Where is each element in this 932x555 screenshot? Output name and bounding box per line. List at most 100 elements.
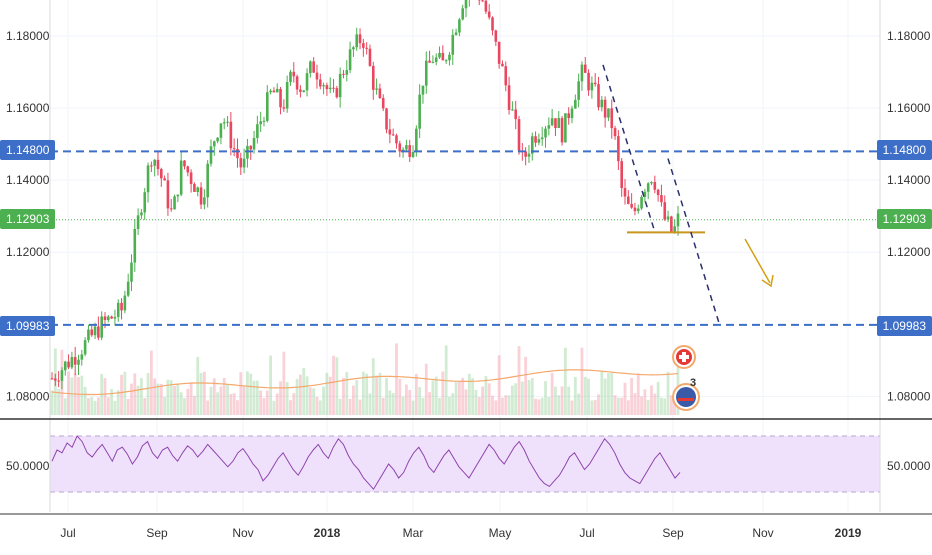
volume-bar — [528, 380, 531, 415]
volume-bar — [630, 378, 633, 415]
candle-body — [528, 154, 531, 157]
candle-body — [412, 152, 415, 157]
candle-body — [591, 83, 594, 91]
candle-body — [551, 118, 554, 125]
candle-body — [422, 86, 425, 95]
y-tick-label-left: 1.16000 — [6, 101, 50, 115]
volume-bar — [342, 378, 345, 415]
price-levels — [50, 151, 880, 325]
candle-body — [117, 303, 120, 317]
candle-body — [461, 8, 464, 19]
volume-bar — [127, 399, 130, 415]
volume-bar — [299, 375, 302, 415]
volume-bar — [501, 398, 504, 415]
candle-body — [345, 70, 348, 75]
candle-body — [538, 139, 541, 143]
volume-bar — [176, 384, 179, 415]
volume-bar — [607, 373, 610, 415]
volume-bar — [405, 385, 408, 415]
volume-bar — [180, 392, 183, 415]
volume-bar — [276, 394, 279, 415]
candle-body — [147, 165, 150, 192]
candle-body — [518, 119, 521, 150]
volume-bar — [624, 383, 627, 415]
volume-bar — [190, 382, 193, 415]
volume-bar — [402, 397, 405, 415]
candle-body — [352, 47, 355, 49]
volume-bar — [206, 401, 209, 415]
volume-bar — [375, 376, 378, 415]
volume-bar — [508, 395, 511, 415]
volume-bar — [451, 393, 454, 415]
volume-bar — [263, 398, 266, 415]
candle-body — [488, 12, 491, 18]
volume-bar — [64, 398, 67, 415]
volume-bar — [352, 386, 355, 415]
candle-body — [501, 64, 504, 66]
candle-body — [114, 317, 117, 319]
candle-body — [428, 61, 431, 63]
volume-bar — [339, 399, 342, 415]
candle-body — [610, 108, 613, 128]
y-tick-label-right: 1.12000 — [887, 245, 931, 259]
volume-bar — [398, 379, 401, 415]
y-tick-label-right: 1.14000 — [887, 173, 931, 187]
volume-bar — [163, 397, 166, 415]
us-stripe — [678, 398, 694, 401]
volume-bar — [153, 378, 156, 415]
volume-bar — [498, 355, 501, 415]
candle-body — [604, 100, 607, 118]
candle-body — [322, 85, 325, 86]
candle-body — [299, 90, 302, 92]
volume-bar — [521, 382, 524, 415]
candle-body — [306, 73, 309, 90]
candle-body — [382, 98, 385, 108]
candle-body — [180, 161, 183, 195]
volume-bar — [193, 396, 196, 415]
candle-body — [87, 330, 90, 341]
candle-body — [660, 195, 663, 202]
candle-body — [130, 263, 133, 282]
x-tick-label: 2019 — [835, 526, 862, 540]
y-tick-label-left: 1.08000 — [6, 389, 50, 403]
candle-body — [541, 137, 544, 139]
volume-bar — [627, 400, 630, 415]
volume-bar — [309, 387, 312, 415]
volume-bar — [647, 400, 650, 415]
volume-bar — [107, 397, 110, 415]
candle-body — [236, 149, 239, 158]
candle-body — [160, 169, 163, 178]
volume-bar — [183, 398, 186, 415]
candle-body — [392, 134, 395, 135]
candle-body — [177, 195, 180, 197]
candle-body — [286, 82, 289, 109]
candle-body — [216, 138, 219, 142]
candle-body — [54, 379, 57, 381]
candle-body — [289, 72, 292, 82]
volume-bar — [600, 371, 603, 415]
candle-body — [557, 118, 560, 128]
volume-bar — [186, 389, 189, 415]
candle-body — [544, 129, 547, 138]
volume-bar — [302, 368, 305, 415]
volume-bar — [494, 400, 497, 415]
volume-bar — [104, 378, 107, 415]
volume-bar — [511, 386, 514, 415]
candle-body — [253, 138, 256, 149]
volume-bar — [282, 352, 285, 415]
candle-body — [269, 91, 272, 93]
volume-bar — [123, 372, 126, 415]
volume-bar — [77, 377, 80, 415]
volume-bar — [335, 357, 338, 415]
volume-bar — [640, 396, 643, 415]
volume-bar — [296, 379, 299, 415]
volume-bar — [388, 390, 391, 415]
candle-body — [190, 172, 193, 184]
candle-body — [77, 360, 80, 365]
candle-body — [342, 74, 345, 75]
volume-bar — [130, 384, 133, 415]
candle-body — [375, 88, 378, 89]
candle-body — [379, 88, 382, 98]
candle-body — [186, 166, 189, 172]
